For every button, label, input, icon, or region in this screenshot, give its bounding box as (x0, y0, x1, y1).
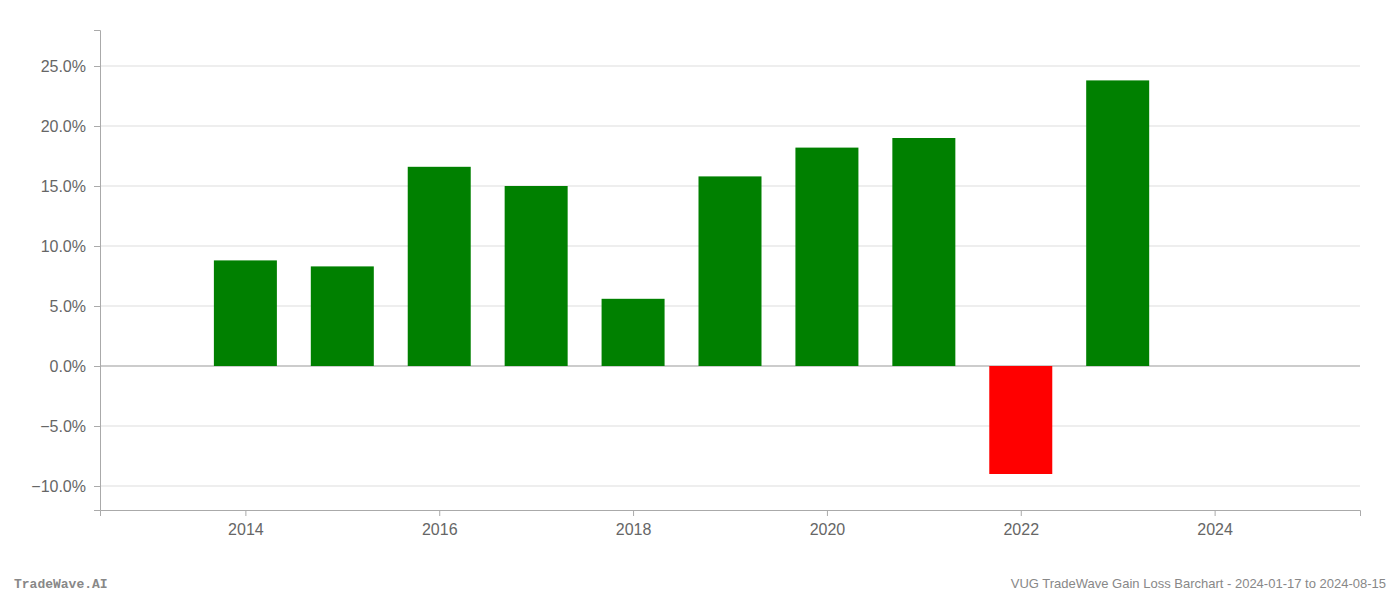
bar (505, 186, 568, 366)
y-tick-label: 0.0% (50, 358, 86, 375)
x-tick: 2022 (1003, 510, 1039, 538)
bar (699, 176, 762, 366)
x-tick-mark (827, 510, 828, 516)
bar (311, 266, 374, 366)
y-tick: 0.0% (50, 358, 100, 375)
y-tick: 20.0% (41, 118, 100, 135)
grid (100, 66, 1360, 486)
x-tick: 2014 (228, 510, 264, 538)
bar (795, 148, 858, 366)
y-tick-mark (94, 66, 100, 67)
y-tick-label: −10.0% (31, 478, 86, 495)
y-tick: −10.0% (31, 478, 100, 495)
y-tick-mark (94, 126, 100, 127)
y-tick-mark (94, 306, 100, 307)
y-tick-label: −5.0% (40, 418, 86, 435)
x-axis-line (101, 511, 1361, 517)
y-tick-label: 25.0% (41, 58, 86, 75)
x-tick-label: 2020 (810, 521, 846, 538)
grid-line (100, 66, 1360, 67)
y-tick-mark (94, 426, 100, 427)
grid-line (100, 426, 1360, 427)
x-tick: 2020 (810, 510, 846, 538)
footer-right: VUG TradeWave Gain Loss Barchart - 2024-… (1011, 576, 1386, 591)
x-tick-label: 2018 (616, 521, 652, 538)
y-tick: 10.0% (41, 238, 100, 255)
grid-line (100, 126, 1360, 127)
y-axis: −10.0% −5.0% 0.0% 5.0% 10.0% 15.0% 20.0% 25.0% (31, 31, 100, 511)
plot-area: −10.0% −5.0% 0.0% 5.0% 10.0% 15.0% 20.0% 25.0% 2… (31, 31, 1360, 539)
x-tick-label: 2014 (228, 521, 264, 538)
y-tick-label: 5.0% (50, 298, 86, 315)
bar (892, 138, 955, 366)
y-tick: 25.0% (41, 58, 100, 75)
bar (602, 299, 665, 366)
y-tick-mark (94, 486, 100, 487)
chart: −10.0% −5.0% 0.0% 5.0% 10.0% 15.0% 20.0% 25.0% 2… (0, 0, 1400, 600)
x-tick-mark (633, 510, 634, 516)
y-tick: 15.0% (41, 178, 100, 195)
x-tick-label: 2016 (422, 521, 458, 538)
bar (214, 260, 277, 366)
y-tick-mark (94, 246, 100, 247)
x-tick-mark (245, 510, 246, 516)
x-axis: 2014 2016 2018 2020 2022 2024 (101, 510, 1361, 538)
x-tick-mark (439, 510, 440, 516)
bar (408, 167, 471, 366)
y-tick-label: 15.0% (41, 178, 86, 195)
y-tick: 5.0% (50, 298, 100, 315)
y-tick-mark (94, 366, 100, 367)
bars (214, 80, 1149, 474)
x-tick: 2018 (616, 510, 652, 538)
footer-left: TradeWave.AI (14, 577, 108, 592)
bar (989, 366, 1052, 474)
x-tick-mark (1021, 510, 1022, 516)
x-tick-label: 2024 (1197, 521, 1233, 538)
y-axis-line (94, 31, 101, 511)
y-tick-mark (94, 186, 100, 187)
grid-line (100, 486, 1360, 487)
y-tick-label: 20.0% (41, 118, 86, 135)
y-tick-label: 10.0% (41, 238, 86, 255)
bar (1086, 80, 1149, 366)
x-tick-label: 2022 (1003, 521, 1039, 538)
x-tick: 2016 (422, 510, 458, 538)
x-tick-mark (1215, 510, 1216, 516)
x-tick: 2024 (1197, 510, 1233, 538)
y-tick: −5.0% (40, 418, 100, 435)
